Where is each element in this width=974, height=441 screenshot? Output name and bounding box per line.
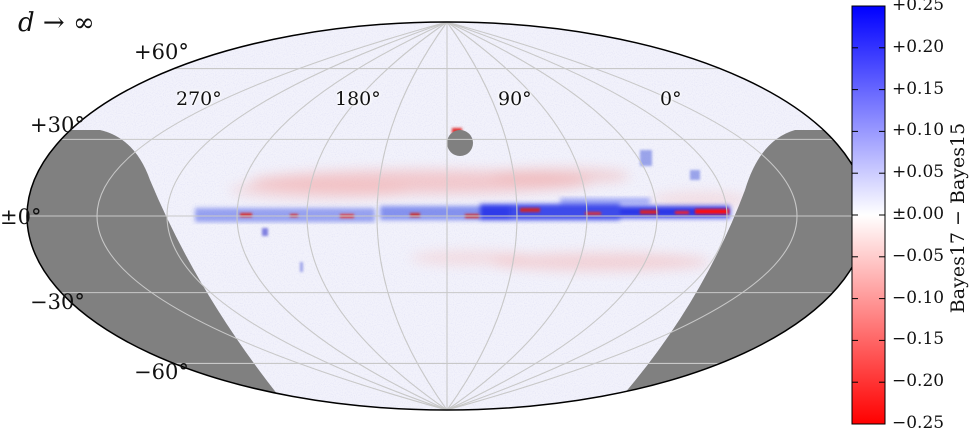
colorbar-tick-label: +0.10 [892, 120, 945, 141]
colorbar-tick-label: +0.20 [892, 36, 945, 57]
colorbar-tick-label: −0.25 [892, 413, 945, 433]
lat-label-zero: ±0° [0, 205, 42, 229]
lon-label-270: 270° [176, 88, 222, 110]
colorbar-tick-label: −0.20 [892, 371, 945, 392]
diffuse-bands [230, 168, 750, 271]
colorbar [851, 5, 886, 425]
graticule-meridian [446, 21, 658, 411]
graticule-meridian [376, 21, 448, 411]
lon-label-180: 180° [335, 88, 381, 110]
graticule-meridian [236, 21, 448, 411]
graticule [27, 21, 867, 411]
graticule-meridian [446, 21, 518, 411]
graticule-meridian [306, 21, 448, 411]
colorbar-tick-label: −0.10 [892, 287, 945, 308]
colorbar-tick-label: ±0.00 [892, 204, 945, 224]
lat-label-plus30: +30° [30, 113, 85, 137]
lat-label-plus60: +60° [134, 40, 189, 64]
lat-label-minus60: −60° [134, 360, 189, 384]
colorbar-tick-label: +0.25 [892, 0, 945, 15]
colorbar-tick-label: +0.05 [892, 162, 945, 183]
graticule-meridian [446, 21, 798, 411]
colorbar-label: Bayes17 − Bayes15 [947, 122, 969, 314]
lat-label-minus30: −30° [30, 290, 85, 314]
lon-label-0: 0° [660, 88, 682, 110]
graticule-meridian [96, 21, 448, 411]
graticule-meridian [446, 21, 588, 411]
colorbar-tick-label: −0.15 [892, 329, 945, 350]
map-title: d → ∞ [18, 8, 95, 38]
colorbar-tick-label: −0.05 [892, 245, 945, 266]
colorbar-ticks [852, 5, 885, 425]
graticule-meridian [166, 21, 448, 411]
lon-label-90: 90° [498, 88, 532, 110]
colorbar-tick-label: +0.15 [892, 78, 945, 99]
masked-region-hole [447, 130, 473, 156]
graticule-meridian [446, 21, 728, 411]
